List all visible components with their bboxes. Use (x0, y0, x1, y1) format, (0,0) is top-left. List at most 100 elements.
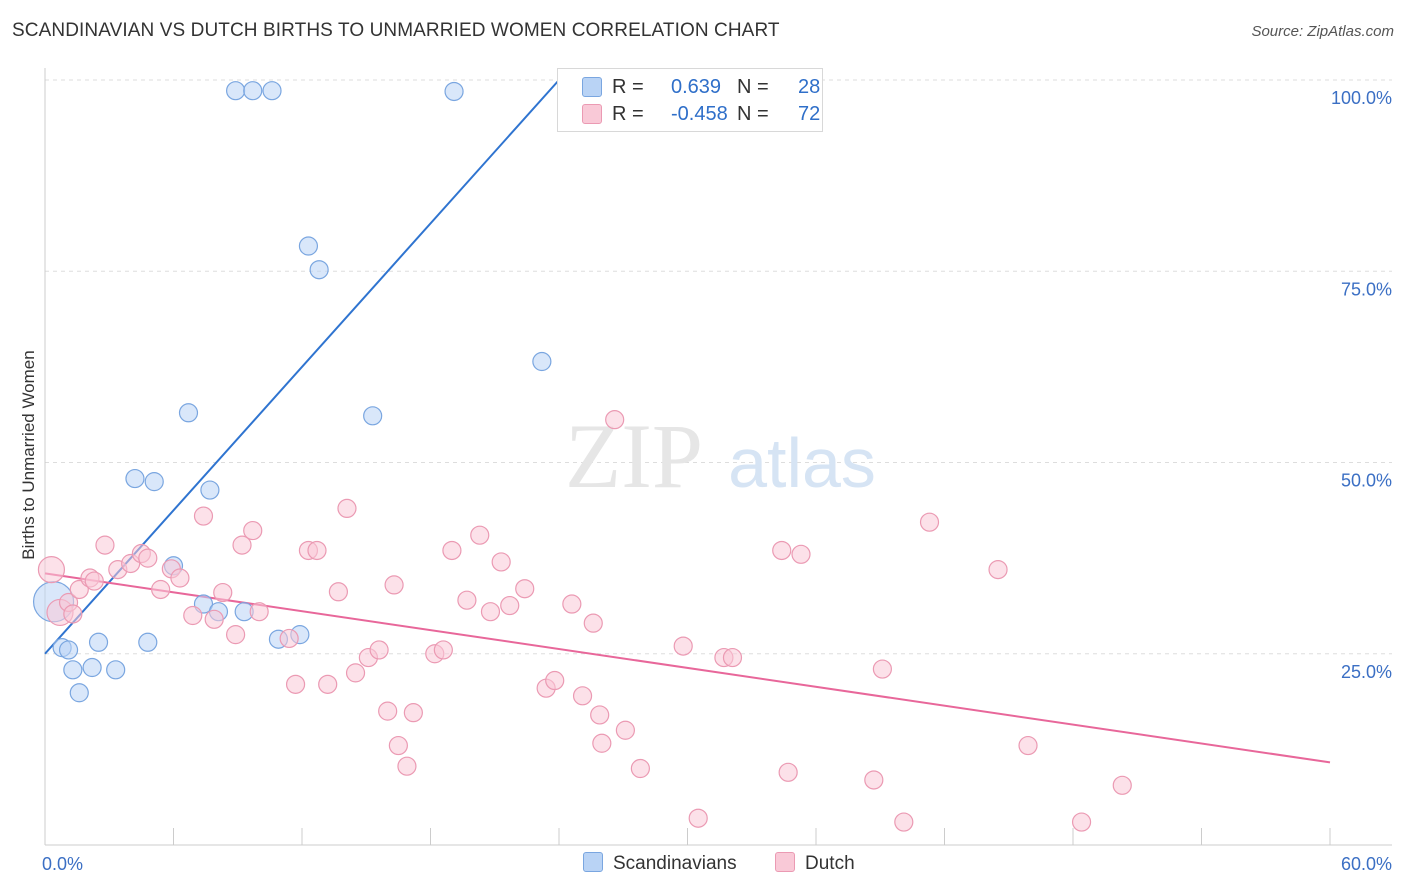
scandinavians-point (125, 468, 145, 489)
dutch-point (630, 758, 650, 779)
dutch-point (872, 659, 892, 679)
dutch-point (572, 686, 593, 706)
dutch-point (384, 575, 404, 595)
correlation-legend: R = 0.639 N = 28 R = -0.458 N = 72 (557, 68, 823, 132)
x-tick-label: 0.0% (42, 854, 83, 874)
dutch-point (226, 625, 246, 645)
dutch-swatch (775, 852, 795, 872)
legend-label-scandinavians: Scandinavians (613, 853, 737, 874)
dutch-point (562, 594, 582, 614)
scandinavians-point (243, 81, 263, 101)
axes (44, 68, 1392, 846)
dutch-point (500, 595, 520, 616)
scandinavians-point (58, 640, 79, 660)
tick-labels: 25.0% 50.0% 75.0% 100.0% 0.0% 60.0% (42, 88, 1392, 874)
dutch-trend-line (44, 572, 1331, 764)
r-value-scandinavians: 0.639 (671, 76, 722, 98)
dutch-point (722, 647, 743, 668)
dutch-point (673, 636, 693, 656)
dutch-point (1071, 812, 1092, 832)
dutch-point (491, 552, 511, 572)
dutch-point (369, 640, 389, 660)
dutch-point (388, 735, 408, 756)
dutch-point (63, 604, 83, 624)
n-label: N = (737, 76, 769, 98)
dutch-point (232, 535, 252, 555)
dutch-point (772, 540, 792, 561)
dutch-point (170, 568, 190, 588)
dutch-point (592, 733, 612, 753)
scandinavians-point (444, 81, 464, 102)
chart-title: SCANDINAVIAN VS DUTCH BIRTHS TO UNMARRIE… (12, 20, 780, 41)
n-value-scandinavians: 28 (798, 76, 821, 98)
n-value-dutch: 72 (798, 103, 821, 125)
dutch-point (328, 582, 349, 602)
dutch-point (515, 579, 535, 599)
scandinavians-point (88, 632, 109, 652)
dutch-point (919, 512, 940, 532)
scandinavians-point (144, 472, 164, 492)
dutch-point (243, 520, 263, 541)
dutch-point (307, 540, 327, 561)
scandinavians-point (138, 632, 158, 652)
dutch-point (318, 674, 338, 694)
dutch-point (37, 555, 66, 584)
scandinavians-point (200, 480, 220, 500)
watermark-zip: ZIP (565, 405, 703, 507)
dutch-point (545, 670, 565, 691)
r-value-dutch: -0.458 (671, 103, 728, 125)
scandinavians-swatch (582, 77, 602, 97)
legend-item-scandinavians[interactable]: Scandinavians (583, 852, 737, 876)
scandinavians-swatch (583, 852, 603, 872)
r-label: R = (612, 103, 644, 125)
n-label: N = (737, 103, 769, 125)
dutch-point (84, 571, 104, 591)
scandinavians-point (298, 236, 319, 256)
y-tick-label: 100.0% (1331, 88, 1392, 108)
dutch-point (138, 548, 158, 568)
dutch-point (988, 559, 1008, 580)
scandinavians-point (226, 81, 246, 101)
data-points (32, 81, 1132, 832)
scandinavians-point (532, 351, 552, 372)
dutch-point (378, 701, 398, 721)
scandinavians-point (63, 660, 83, 680)
dutch-point (345, 663, 366, 683)
y-tick-label: 25.0% (1341, 662, 1392, 682)
y-tick-label: 75.0% (1341, 279, 1392, 299)
dutch-point (457, 590, 477, 610)
dutch-point (864, 770, 884, 790)
dutch-point (605, 410, 625, 430)
grid-lines (45, 79, 1392, 655)
r-label: R = (612, 76, 644, 98)
dutch-point (183, 605, 203, 626)
scandinavians-point (363, 406, 383, 426)
dutch-point (778, 762, 798, 782)
dutch-point (442, 540, 462, 561)
dutch-point (337, 498, 357, 518)
dutch-point (204, 609, 224, 629)
dutch-point (480, 602, 501, 622)
legend-label-dutch: Dutch (805, 853, 855, 874)
dutch-point (615, 720, 635, 740)
dutch-point (583, 613, 603, 633)
watermark-atlas: atlas (728, 424, 876, 502)
dutch-point (285, 674, 306, 694)
dutch-point (688, 808, 708, 828)
legend-item-dutch[interactable]: Dutch (775, 852, 855, 876)
dutch-point (213, 582, 233, 603)
dutch-point (95, 535, 115, 555)
dutch-point (791, 544, 811, 564)
y-tick-label: 50.0% (1341, 471, 1392, 491)
dutch-swatch (582, 104, 602, 124)
scandinavians-point (106, 660, 126, 680)
dutch-point (151, 579, 171, 600)
dutch-point (590, 705, 610, 725)
dutch-point (1112, 775, 1132, 795)
scandinavians-point (309, 260, 329, 280)
dutch-point (433, 640, 453, 660)
scandinavians-point (82, 657, 102, 678)
dutch-point (193, 506, 214, 526)
watermark: ZIP atlas (565, 405, 876, 507)
